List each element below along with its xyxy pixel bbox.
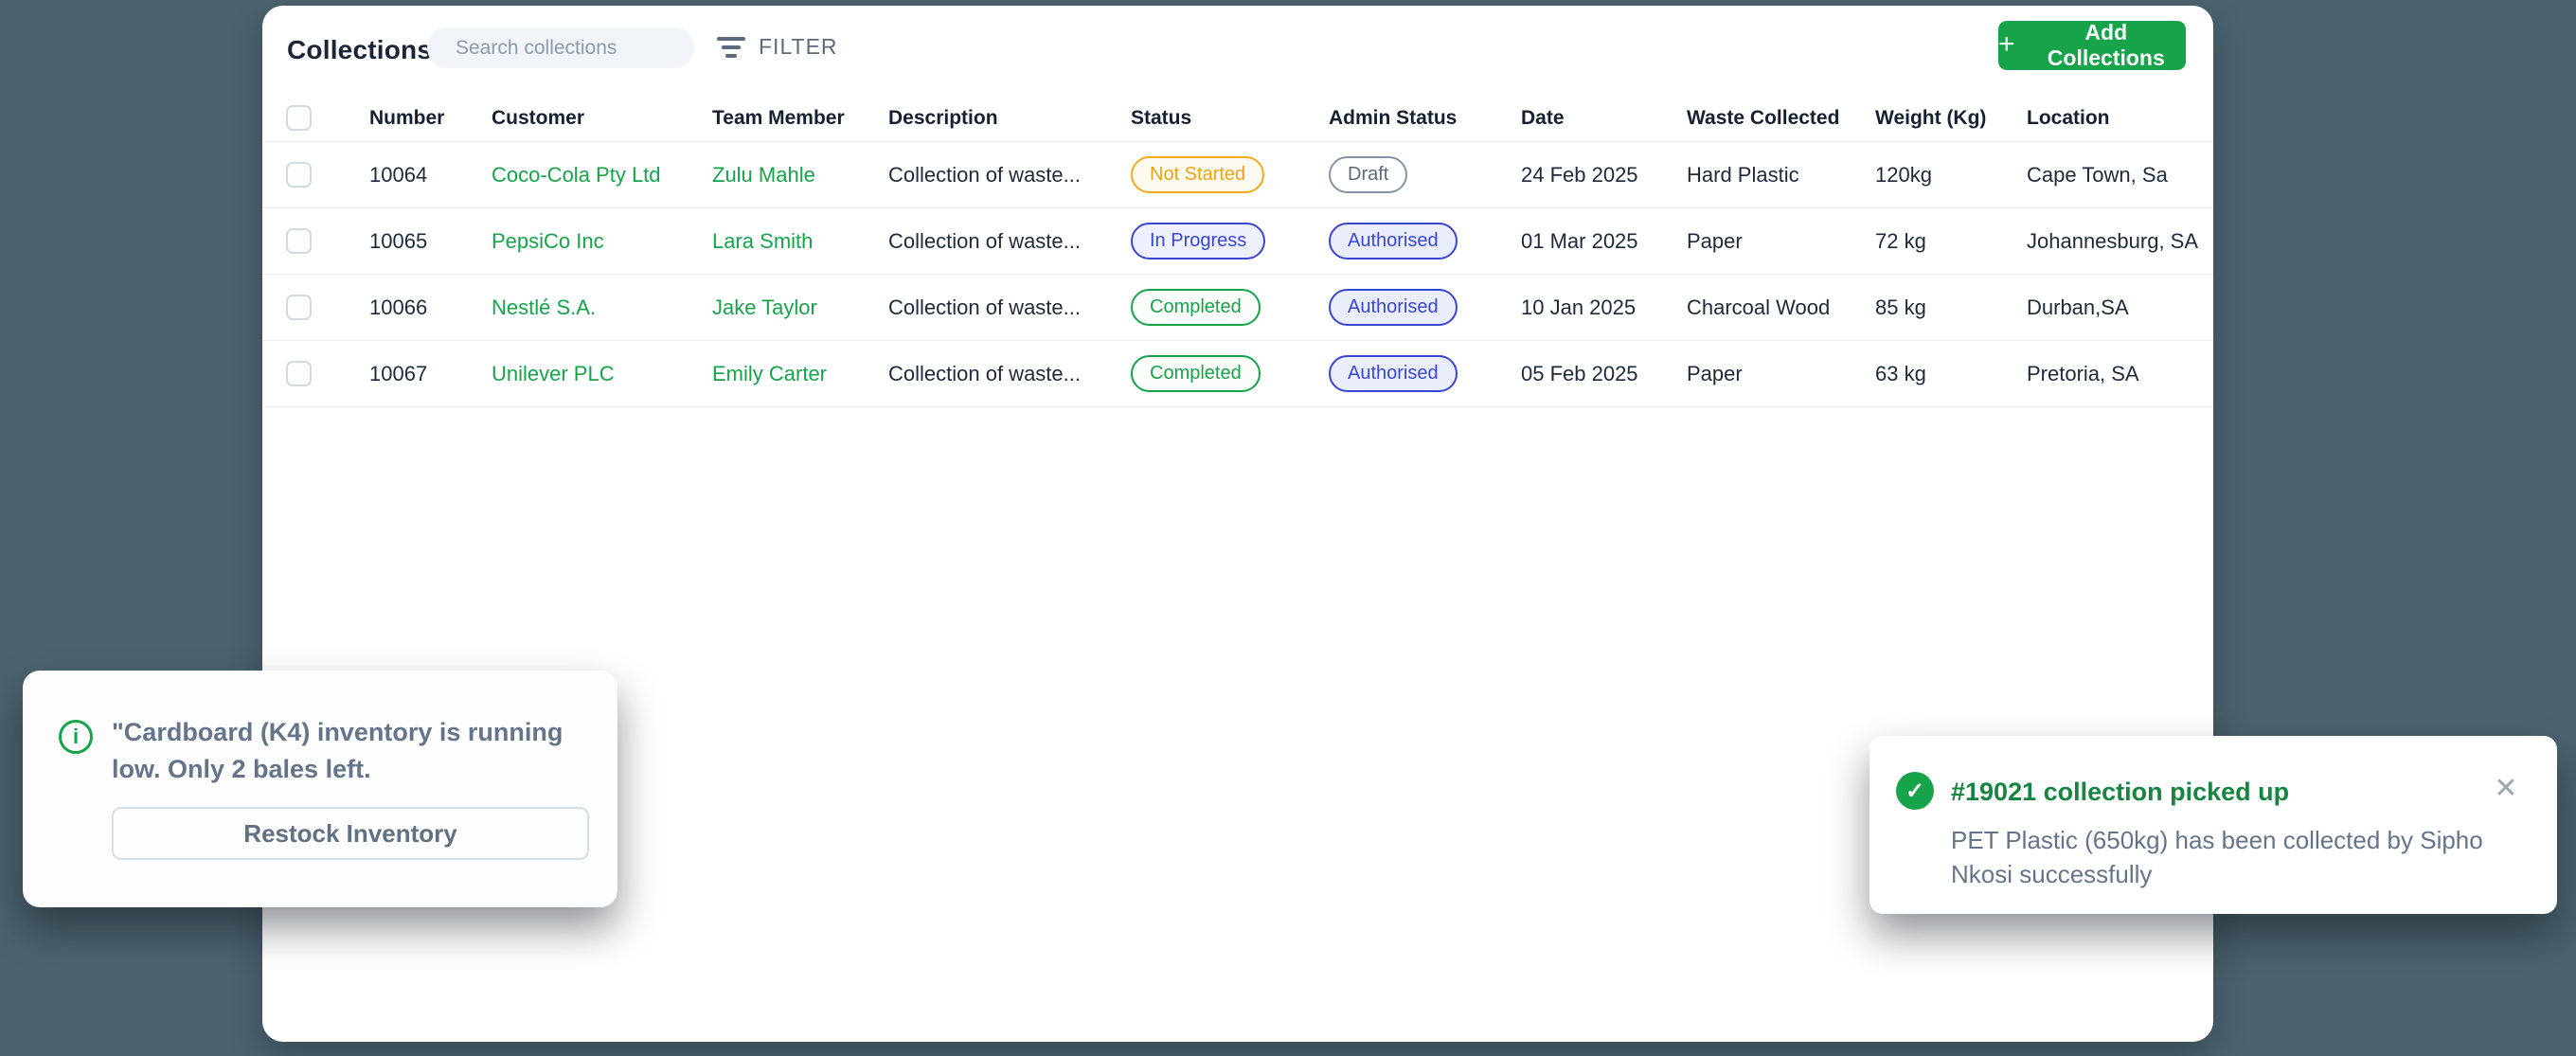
page-title: Collections [287,35,433,64]
cell-customer[interactable]: PepsiCo Inc [492,228,604,253]
admin-status-badge: Authorised [1329,289,1458,326]
cell-waste-collected: Charcoal Wood [1687,295,1831,319]
cell-description: Collection of waste... [888,295,1081,319]
add-collections-button[interactable]: + Add Collections [1998,20,2186,70]
table-row[interactable]: 10065 PepsiCo Inc Lara Smith Collection … [262,208,2213,275]
pickup-toast-body: PET Plastic (650kg) has been collected b… [1951,826,2483,888]
panel-header: Collections FILTER + Add Collections [262,6,2213,95]
pickup-success-toast: ✓ #19021 collection picked up PET Plasti… [1869,736,2557,914]
plus-icon: + [1998,27,2015,60]
cell-weight: 120kg [1875,162,1932,187]
cell-date: 05 Feb 2025 [1521,361,1638,385]
cell-date: 24 Feb 2025 [1521,162,1638,187]
cell-weight: 85 kg [1875,295,1926,319]
table-header-row: Number Customer Team Member Description … [262,95,2213,142]
cell-date: 10 Jan 2025 [1521,295,1637,319]
admin-status-badge: Authorised [1329,355,1458,392]
cell-team-member[interactable]: Jake Taylor [712,295,817,319]
cell-location: Durban,SA [2027,295,2129,319]
cell-team-member[interactable]: Emily Carter [712,361,828,385]
column-header-weight: Weight (Kg) [1875,106,1987,129]
restock-inventory-button[interactable]: Restock Inventory [112,807,589,860]
cell-weight: 63 kg [1875,361,1926,385]
table-row[interactable]: 10064 Coco-Cola Pty Ltd Zulu Mahle Colle… [262,142,2213,208]
cell-weight: 72 kg [1875,228,1926,253]
pickup-toast-title: #19021 collection picked up [1951,778,2290,806]
row-checkbox[interactable] [286,228,312,254]
column-header-date: Date [1521,106,1565,129]
column-header-waste-collected: Waste Collected [1687,106,1840,129]
add-collections-label: Add Collections [2047,20,2165,70]
row-checkbox[interactable] [286,361,312,386]
search-input[interactable] [427,27,694,68]
filter-lines-icon [717,36,745,58]
cell-team-member[interactable]: Zulu Mahle [712,162,815,187]
column-header-number: Number [369,106,445,129]
status-badge: Completed [1131,355,1261,392]
cell-customer[interactable]: Coco-Cola Pty Ltd [492,162,661,187]
column-header-location: Location [2027,106,2110,129]
collections-table: Number Customer Team Member Description … [262,95,2213,407]
filter-button[interactable]: FILTER [717,34,838,60]
cell-location: Cape Town, Sa [2027,162,2168,187]
column-header-description: Description [888,106,998,129]
cell-customer[interactable]: Unilever PLC [492,361,615,385]
cell-description: Collection of waste... [888,162,1081,187]
select-all-checkbox[interactable] [286,105,312,131]
filter-button-label: FILTER [759,34,838,59]
cell-number: 10066 [369,295,428,319]
admin-status-badge: Authorised [1329,223,1458,260]
cell-number: 10067 [369,361,428,385]
cell-waste-collected: Paper [1687,361,1743,385]
cell-number: 10064 [369,162,428,187]
close-icon[interactable]: ✕ [2485,768,2527,810]
cell-description: Collection of waste... [888,361,1081,385]
status-badge: In Progress [1131,223,1266,260]
column-header-status: Status [1131,106,1192,129]
info-icon: i [59,720,93,754]
status-badge: Completed [1131,289,1261,326]
cell-location: Pretoria, SA [2027,361,2139,385]
column-header-customer: Customer [492,106,585,129]
cell-location: Johannesburg, SA [2027,228,2199,253]
inventory-alert-message: "Cardboard (K4) inventory is running low… [112,718,564,783]
table-row[interactable]: 10067 Unilever PLC Emily Carter Collecti… [262,341,2213,407]
status-badge: Not Started [1131,156,1265,193]
check-circle-icon: ✓ [1896,772,1934,810]
column-header-team-member: Team Member [712,106,845,129]
cell-team-member[interactable]: Lara Smith [712,228,814,253]
inventory-alert-toast: i "Cardboard (K4) inventory is running l… [23,671,617,907]
admin-status-badge: Draft [1329,156,1408,193]
cell-date: 01 Mar 2025 [1521,228,1638,253]
column-header-admin-status: Admin Status [1329,106,1458,129]
row-checkbox[interactable] [286,295,312,320]
cell-customer[interactable]: Nestlé S.A. [492,295,597,319]
row-checkbox[interactable] [286,162,312,188]
table-row[interactable]: 10066 Nestlé S.A. Jake Taylor Collection… [262,275,2213,341]
cell-number: 10065 [369,228,428,253]
cell-waste-collected: Paper [1687,228,1743,253]
cell-waste-collected: Hard Plastic [1687,162,1799,187]
cell-description: Collection of waste... [888,228,1081,253]
